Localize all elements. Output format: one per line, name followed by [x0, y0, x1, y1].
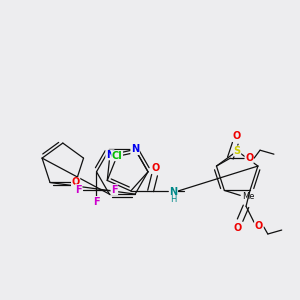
Text: N: N — [169, 187, 177, 197]
Text: O: O — [234, 223, 242, 233]
Text: Cl: Cl — [112, 151, 122, 161]
Text: O: O — [232, 131, 240, 141]
Text: N: N — [131, 145, 139, 154]
Text: Me: Me — [242, 192, 254, 201]
Text: O: O — [152, 163, 160, 173]
Text: O: O — [71, 178, 80, 188]
Text: F: F — [111, 184, 118, 195]
Text: O: O — [245, 153, 253, 163]
Text: F: F — [93, 196, 100, 206]
Text: S: S — [234, 146, 241, 156]
Text: H: H — [170, 195, 177, 204]
Text: O: O — [255, 221, 263, 231]
Text: N: N — [106, 150, 114, 160]
Text: F: F — [75, 184, 82, 195]
Text: N: N — [131, 145, 139, 154]
